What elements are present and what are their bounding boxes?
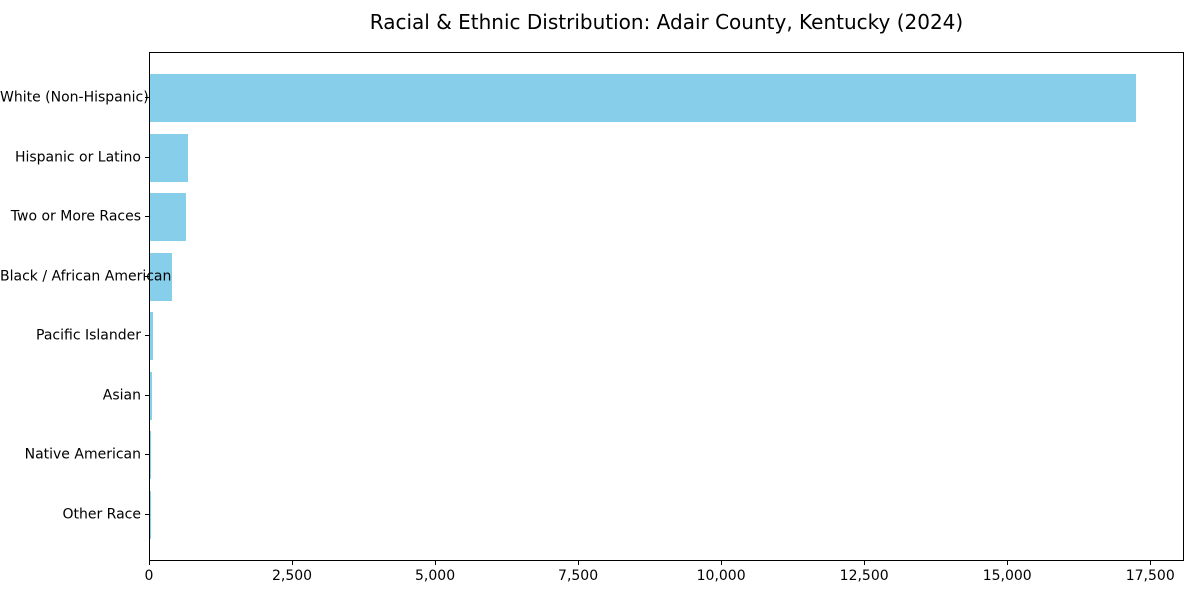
bar-hispanic-or-latino xyxy=(150,133,188,182)
y-tick-mark xyxy=(145,513,149,515)
x-tick-label-5000: 5,000 xyxy=(415,568,456,584)
y-tick-label-pacific-islander: Pacific Islander xyxy=(36,327,141,344)
bar-pacific-islander xyxy=(150,312,153,361)
y-tick-mark xyxy=(145,275,149,277)
x-tick-mark xyxy=(435,561,437,565)
x-tick-label-10000: 10,000 xyxy=(696,568,746,584)
x-tick-label-15000: 15,000 xyxy=(982,568,1032,584)
x-tick-mark xyxy=(578,561,580,565)
y-tick-mark xyxy=(145,394,149,396)
y-tick-mark xyxy=(145,454,149,456)
x-tick-mark xyxy=(721,561,723,565)
bar-black-african-american xyxy=(150,252,172,301)
bar-white-non-hispanic xyxy=(150,74,1136,122)
x-tick-label-7500: 7,500 xyxy=(558,568,599,584)
y-tick-label-two-or-more-races: Two or More Races xyxy=(10,208,141,225)
x-tick-label-17500: 17,500 xyxy=(1125,568,1175,584)
x-tick-label-12500: 12,500 xyxy=(839,568,889,584)
y-tick-label-black-african-american: Black / African American xyxy=(0,268,172,285)
y-tick-label-native-american: Native American xyxy=(24,446,141,463)
plot-area xyxy=(149,52,1184,561)
y-tick-label-asian: Asian xyxy=(102,387,141,404)
y-tick-mark xyxy=(145,335,149,337)
x-tick-label-0: 0 xyxy=(144,568,154,584)
y-tick-mark xyxy=(145,216,149,218)
y-tick-mark xyxy=(145,97,149,98)
bar-asian xyxy=(150,371,153,420)
x-tick-label-2500: 2,500 xyxy=(271,568,313,584)
y-tick-label-other-race: Other Race xyxy=(62,506,141,523)
x-tick-mark xyxy=(292,561,294,565)
y-tick-label-white-non-hispanic: White (Non-Hispanic) xyxy=(0,89,149,106)
x-tick-mark xyxy=(1150,561,1152,565)
x-tick-mark xyxy=(1007,561,1009,565)
y-tick-label-hispanic-or-latino: Hispanic or Latino xyxy=(14,149,141,166)
bar-two-or-more-races xyxy=(150,193,187,242)
x-tick-mark xyxy=(864,561,866,565)
x-tick-mark xyxy=(149,561,150,565)
bar-native-american xyxy=(150,431,151,480)
chart-title: Racial & Ethnic Distribution: Adair Coun… xyxy=(369,10,964,34)
y-tick-mark xyxy=(145,156,149,158)
